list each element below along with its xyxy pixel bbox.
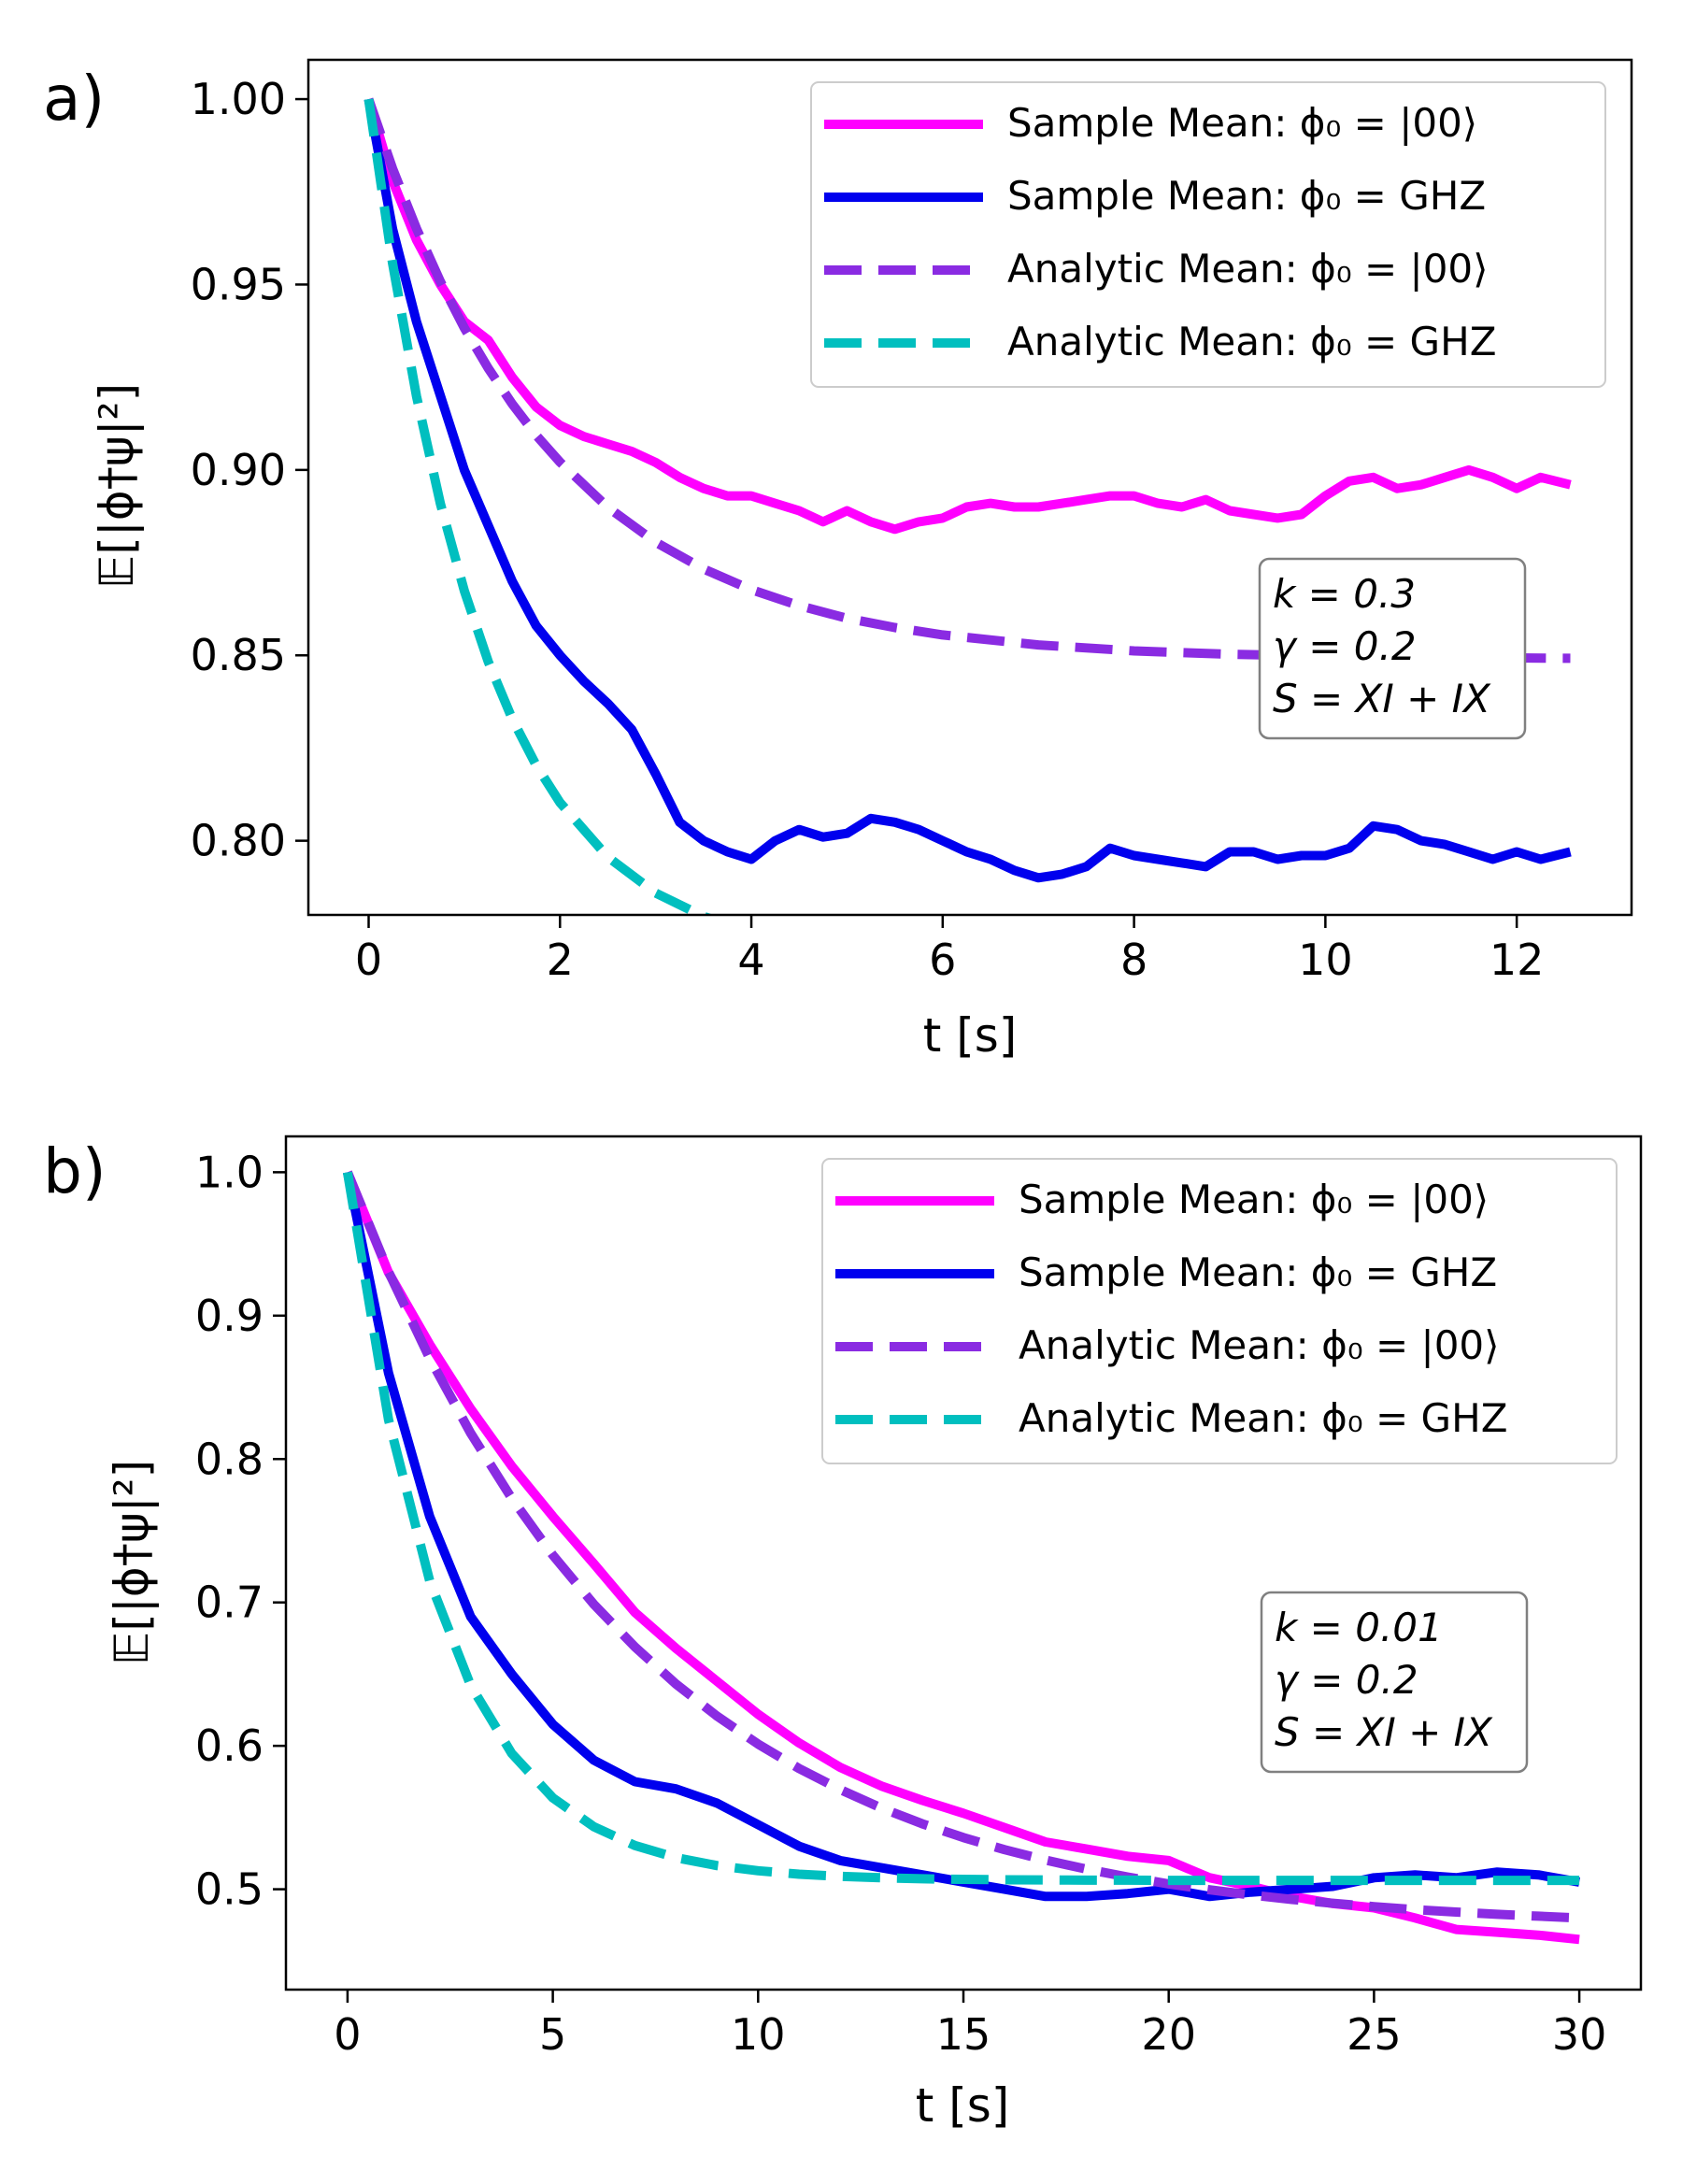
panel-a-x-tick-label-4: 8 xyxy=(1120,935,1147,985)
panel-b-x-tick-label-6: 30 xyxy=(1552,2009,1607,2060)
panel-a-param-s: S = XI + IX xyxy=(1273,676,1491,721)
panel-a-y-ticks: 0.80 0.85 0.90 0.95 1.00 xyxy=(191,74,308,866)
panel-a-x-tick-label-3: 6 xyxy=(929,935,956,985)
panel-b: b) 0 5 10 15 20 25 30 0.5 0.6 0.7 0.8 0.9 1.0 t [s]… xyxy=(43,1135,1643,2133)
panel-a-y-tick-label-4: 1.00 xyxy=(191,74,286,124)
panel-b-y-tick-label-1: 0.6 xyxy=(195,1720,264,1771)
panel-b-x-tick-label-0: 0 xyxy=(334,2009,361,2060)
panel-a-legend-box xyxy=(810,81,1606,388)
panel-b-y-tick-label-4: 0.9 xyxy=(195,1291,264,1341)
panel-a-frame xyxy=(306,58,1633,917)
panel-a-legend-label-2: Analytic Mean: ϕ₀ = |00⟩ xyxy=(1007,246,1489,292)
panel-b-y-tick-label-0: 0.5 xyxy=(195,1864,264,1915)
panel-b-plot-area xyxy=(342,1170,1580,1945)
panel-b-label: b) xyxy=(43,1135,107,1207)
panel-a-annotation-box xyxy=(1258,557,1527,740)
panel-b-y-tick-label-5: 1.0 xyxy=(195,1147,264,1197)
panel-b-legend-label-1: Sample Mean: ϕ₀ = GHZ xyxy=(1019,1249,1497,1295)
panel-a-x-ticks: 0 2 4 6 8 10 12 xyxy=(355,915,1545,985)
panel-a-annotation: k = 0.3 γ = 0.2 S = XI + IX xyxy=(1258,557,1527,740)
panel-a-y-axis-label: 𝔼[|ϕ†ψ|²] xyxy=(90,383,144,589)
panel-a-y-tick-label-0: 0.80 xyxy=(191,816,286,866)
panel-b-legend: Sample Mean: ϕ₀ = |00⟩ Sample Mean: ϕ₀ =… xyxy=(821,1158,1618,1464)
panel-a-legend-label-1: Sample Mean: ϕ₀ = GHZ xyxy=(1007,173,1486,219)
panel-b-param-gamma: γ = 0.2 xyxy=(1275,1657,1418,1703)
panel-a-plot-area xyxy=(363,97,1572,915)
panel-a-series-0 xyxy=(363,97,1572,535)
panel-b-x-tick-label-4: 20 xyxy=(1141,2009,1196,2060)
panel-b-x-tick-label-1: 5 xyxy=(539,2009,566,2060)
panel-b-y-axis-label: 𝔼[|ϕ†ψ|²] xyxy=(105,1460,159,1665)
panel-a-legend-label-3: Analytic Mean: ϕ₀ = GHZ xyxy=(1007,319,1496,364)
panel-a-y-tick-label-3: 0.95 xyxy=(191,259,286,309)
panel-a-x-axis-label: t [s] xyxy=(923,1008,1018,1063)
panel-a: a) 0 2 4 6 8 10 12 0.800.850.900.951.00 t [s] … xyxy=(43,58,1633,1063)
panel-a-x-tick-label-5: 10 xyxy=(1298,935,1353,985)
panel-a-x-tick-label-1: 2 xyxy=(547,935,574,985)
panel-b-legend-label-3: Analytic Mean: ϕ₀ = GHZ xyxy=(1019,1395,1507,1441)
panel-a-x-tick-label-2: 4 xyxy=(737,935,764,985)
panel-b-y-tick-label-3: 0.8 xyxy=(195,1434,264,1484)
panel-a-param-k: k = 0.3 xyxy=(1273,571,1416,617)
panel-b-y-ticks: 0.5 0.6 0.7 0.8 0.9 1.0 xyxy=(195,1147,286,1915)
panel-a-label: a) xyxy=(43,63,105,135)
panel-b-legend-box xyxy=(821,1158,1618,1464)
panel-a-series-2 xyxy=(363,97,1571,664)
panel-b-annotation-box xyxy=(1260,1591,1529,1774)
panel-a-x-tick-label-0: 0 xyxy=(355,935,382,985)
panel-b-param-k: k = 0.01 xyxy=(1275,1605,1443,1650)
panel-b-x-tick-label-2: 10 xyxy=(731,2009,786,2060)
panel-a-legend: Sample Mean: ϕ₀ = |00⟩ Sample Mean: ϕ₀ =… xyxy=(810,81,1606,388)
panel-b-legend-label-0: Sample Mean: ϕ₀ = |00⟩ xyxy=(1019,1177,1489,1222)
panel-b-series-3 xyxy=(342,1171,1580,1886)
panel-b-x-ticks: 0 5 10 15 20 25 30 xyxy=(334,1990,1606,2060)
panel-a-param-gamma: γ = 0.2 xyxy=(1273,623,1417,669)
panel-b-series-2 xyxy=(343,1170,1580,1923)
panel-a-series-1 xyxy=(363,98,1572,883)
panel-b-x-tick-label-5: 25 xyxy=(1347,2009,1402,2060)
panel-b-legend-label-2: Analytic Mean: ϕ₀ = |00⟩ xyxy=(1019,1322,1500,1368)
panel-a-y-tick-label-1: 0.85 xyxy=(191,630,286,680)
panel-b-x-tick-label-3: 15 xyxy=(936,2009,991,2060)
panel-a-legend-label-0: Sample Mean: ϕ₀ = |00⟩ xyxy=(1007,100,1477,146)
panel-b-param-s: S = XI + IX xyxy=(1275,1709,1493,1755)
panel-b-y-tick-label-2: 0.7 xyxy=(195,1577,264,1628)
panel-a-y-tick-label-2: 0.90 xyxy=(191,445,286,495)
panel-a-x-tick-label-6: 12 xyxy=(1490,935,1545,985)
panel-b-x-axis-label: t [s] xyxy=(916,2078,1010,2133)
panel-b-annotation: k = 0.01 γ = 0.2 S = XI + IX xyxy=(1260,1591,1529,1774)
